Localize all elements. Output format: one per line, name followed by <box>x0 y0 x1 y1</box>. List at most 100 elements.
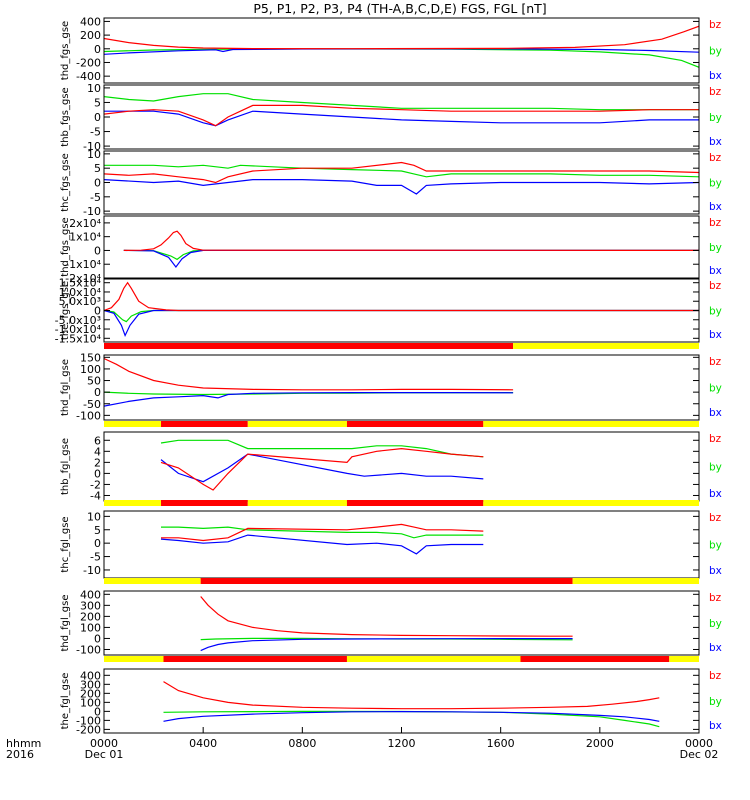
series-line-bx <box>104 309 699 338</box>
y-tick-label: -100 <box>76 643 101 656</box>
mode-bar-segment <box>104 578 201 584</box>
y-tick-label: 1.5x10⁴ <box>59 277 102 290</box>
y-tick-label: 5.0x10³ <box>59 295 101 308</box>
legend-bz: bz <box>709 280 722 292</box>
legend-bx: bx <box>709 265 722 277</box>
mode-bar-segment <box>163 656 347 662</box>
mode-bar-segment <box>161 500 248 506</box>
legend-bx: bx <box>709 488 722 500</box>
series-line-bx <box>160 453 484 483</box>
x-tick-label: 0400 <box>189 737 217 750</box>
series-line-bz <box>104 357 514 391</box>
series-line-by <box>160 439 484 458</box>
y-tick-label: -4 <box>90 489 101 502</box>
legend-bz: bz <box>709 670 722 682</box>
x-tick-label: 0000 <box>90 737 118 750</box>
y-tick-label: -1.5x10⁴ <box>55 332 102 345</box>
legend-by: by <box>709 696 722 708</box>
legend-by: by <box>709 383 722 395</box>
legend-by: by <box>709 618 722 630</box>
y-tick-label: -1x10⁴ <box>65 258 101 271</box>
legend-by: by <box>709 242 722 254</box>
legend-bz: bz <box>709 86 722 98</box>
legend-bz: bz <box>709 152 722 164</box>
x-tick-date: Dec 01 <box>85 748 124 761</box>
series-line-by <box>161 526 484 539</box>
mode-bar-segment <box>483 421 699 427</box>
legend-bx: bx <box>709 720 722 732</box>
y-tick-label: 0 <box>94 537 101 550</box>
legend-bz: bz <box>709 356 722 368</box>
y-tick-label: -5 <box>90 191 101 204</box>
mode-bar-segment <box>104 500 162 506</box>
y-tick-label: 200 <box>80 687 101 700</box>
panel-ylabel: the_fgl_gse <box>60 673 71 730</box>
legend-bx: bx <box>709 201 722 213</box>
mode-bar-segment <box>200 578 573 584</box>
legend-by: by <box>709 540 722 552</box>
y-tick-label: 400 <box>80 15 101 28</box>
legend-bx: bx <box>709 642 722 654</box>
y-tick-label: 300 <box>80 678 101 691</box>
x-tick-label: 0000 <box>685 737 713 750</box>
x-axis-label: hhmm <box>6 737 41 750</box>
legend-by: by <box>709 112 722 124</box>
x-axis-label: 2016 <box>6 748 34 761</box>
y-tick-label: 10 <box>87 82 101 95</box>
legend-bz: bz <box>709 433 722 445</box>
panel-ylabel: thd_fgs_gse <box>60 217 71 276</box>
mode-bar-segment <box>346 656 521 662</box>
y-tick-label: -5 <box>90 126 101 139</box>
y-tick-label: -400 <box>76 70 101 83</box>
y-tick-label: -10 <box>83 140 101 153</box>
y-tick-label: -5 <box>90 551 101 564</box>
panel-ylabel: thc_fgl_gse <box>60 516 71 572</box>
series-line-bz <box>161 523 484 542</box>
y-tick-label: 0 <box>94 705 101 718</box>
panel-thb_fgs_gse: 105 0 -5-10 thb_fgs_gse bz by bx <box>60 82 722 153</box>
legend-by: by <box>709 178 722 190</box>
mode-bar-segment <box>669 656 699 662</box>
legend-bx: bx <box>709 565 722 577</box>
panel-frame <box>103 354 700 421</box>
legend-bx: bx <box>709 407 722 419</box>
y-tick-label: 100 <box>80 621 101 634</box>
y-tick-label: 50 <box>87 375 101 388</box>
mode-bar-segment <box>104 656 164 662</box>
panel-frame <box>103 17 700 84</box>
y-tick-label: 10 <box>87 510 101 523</box>
series-line-by <box>104 309 699 323</box>
legend-by: by <box>709 306 722 318</box>
y-tick-label: 1x10⁴ <box>69 231 102 244</box>
mode-bar-segment <box>520 656 670 662</box>
legend-by: by <box>709 462 722 474</box>
y-tick-label: 10 <box>87 148 101 161</box>
panel-ylabel: the_fgs_gse <box>60 281 71 340</box>
y-tick-label: -1.0x10⁴ <box>55 323 102 336</box>
y-tick-label: 150 <box>80 351 101 364</box>
x-tick-label: 2000 <box>586 737 614 750</box>
series-line-by <box>104 48 699 68</box>
series-line-bz <box>104 281 699 312</box>
panel-frame <box>103 590 700 656</box>
y-tick-label: 300 <box>80 599 101 612</box>
y-tick-label: -200 <box>76 723 101 736</box>
y-tick-label: -10 <box>83 564 101 577</box>
y-tick-label: 0 <box>94 305 101 318</box>
y-tick-label: 200 <box>80 610 101 623</box>
mode-bar-segment <box>346 421 484 427</box>
series-line-bz <box>104 161 699 184</box>
legend-bx: bx <box>709 136 722 148</box>
series-line-by <box>123 249 699 261</box>
y-tick-label: 100 <box>80 363 101 376</box>
y-tick-label: -5.0x10³ <box>55 314 101 327</box>
y-tick-label: 2 <box>94 456 101 469</box>
y-tick-label: 0 <box>94 111 101 124</box>
x-tick-label: 0800 <box>288 737 316 750</box>
